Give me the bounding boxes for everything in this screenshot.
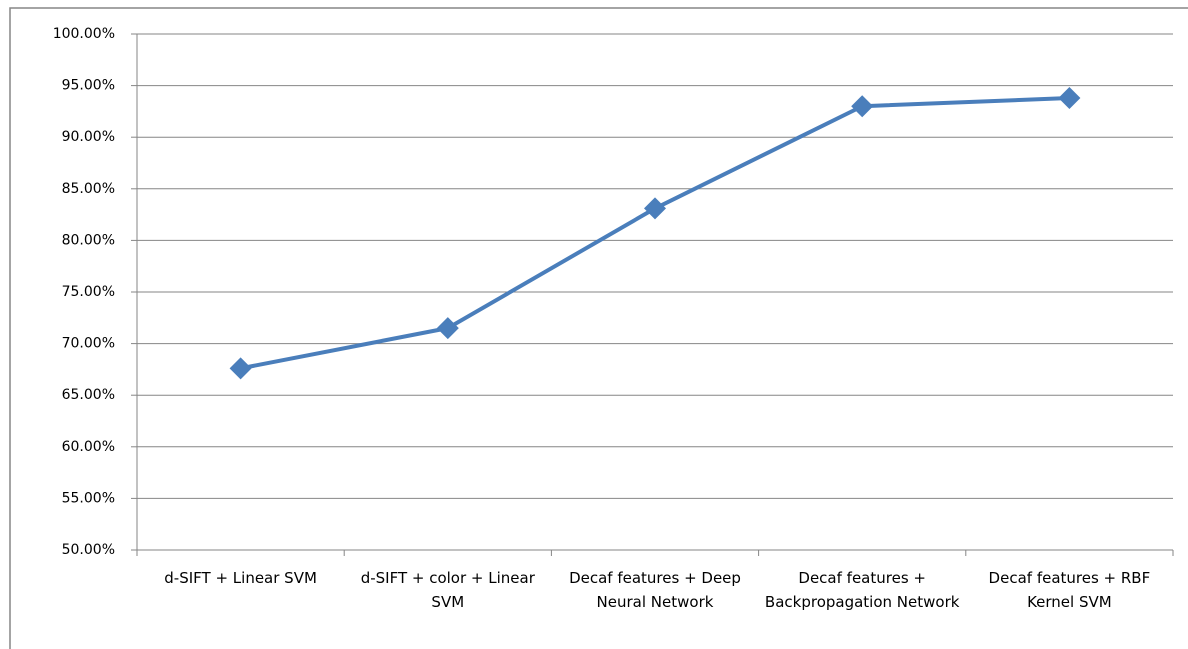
y-tick-label: 50.00% [62, 542, 115, 558]
y-tick-label: 55.00% [62, 490, 115, 506]
data-point [851, 95, 874, 118]
y-tick-label: 60.00% [62, 439, 115, 455]
y-tick-label: 65.00% [62, 387, 115, 403]
x-tick-label: Decaf features + Deep Neural Network [569, 569, 741, 611]
x-tick-label: d-SIFT + Linear SVM [164, 569, 317, 587]
chart-frame [9, 7, 1188, 649]
data-point [1058, 86, 1081, 109]
y-tick-label: 90.00% [62, 129, 115, 145]
y-tick-label: 100.00% [53, 26, 115, 42]
y-tick-label: 95.00% [62, 78, 115, 94]
data-point [644, 197, 666, 220]
x-tick-label: Decaf features + Backpropagation Network [764, 569, 960, 611]
x-tick-label: d-SIFT + color + Linear SVM [360, 569, 535, 611]
series-line [240, 95, 1070, 371]
data-point [229, 357, 252, 380]
x-tick-label: Decaf features + RBF Kernel SVM [988, 569, 1151, 611]
data-point [436, 317, 459, 340]
y-tick-label: 85.00% [62, 181, 115, 197]
y-tick-label: 70.00% [62, 336, 115, 352]
y-tick-label: 80.00% [62, 232, 115, 248]
y-tick-label: 75.00% [62, 284, 115, 300]
